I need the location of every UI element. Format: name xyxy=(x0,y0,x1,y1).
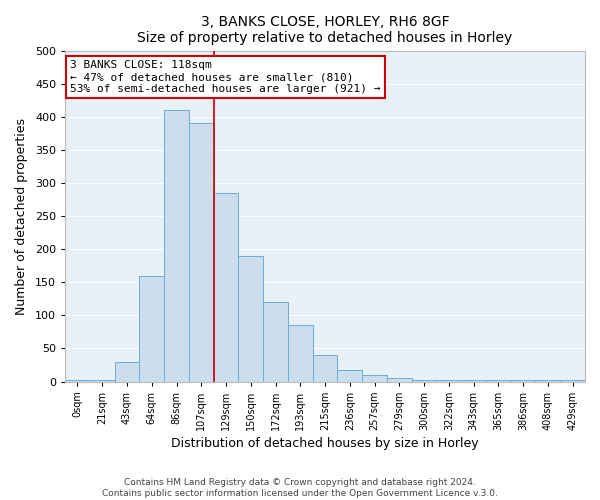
Bar xyxy=(139,276,164,382)
Bar xyxy=(387,378,412,382)
Y-axis label: Number of detached properties: Number of detached properties xyxy=(15,118,28,314)
Text: Contains HM Land Registry data © Crown copyright and database right 2024.
Contai: Contains HM Land Registry data © Crown c… xyxy=(102,478,498,498)
Bar xyxy=(263,302,288,382)
Bar xyxy=(65,380,90,382)
Bar xyxy=(535,380,560,382)
Bar xyxy=(560,380,585,382)
Bar xyxy=(461,380,486,382)
Bar xyxy=(90,380,115,382)
Bar xyxy=(511,380,535,382)
Bar xyxy=(238,256,263,382)
Bar xyxy=(164,110,189,382)
Bar xyxy=(337,370,362,382)
Bar xyxy=(486,380,511,382)
Bar xyxy=(115,362,139,382)
Bar xyxy=(189,124,214,382)
Text: 3 BANKS CLOSE: 118sqm
← 47% of detached houses are smaller (810)
53% of semi-det: 3 BANKS CLOSE: 118sqm ← 47% of detached … xyxy=(70,60,381,94)
Bar xyxy=(214,193,238,382)
Bar xyxy=(313,355,337,382)
Bar xyxy=(412,380,436,382)
Bar xyxy=(362,375,387,382)
Bar xyxy=(436,380,461,382)
X-axis label: Distribution of detached houses by size in Horley: Distribution of detached houses by size … xyxy=(171,437,479,450)
Bar xyxy=(288,326,313,382)
Title: 3, BANKS CLOSE, HORLEY, RH6 8GF
Size of property relative to detached houses in : 3, BANKS CLOSE, HORLEY, RH6 8GF Size of … xyxy=(137,15,512,45)
